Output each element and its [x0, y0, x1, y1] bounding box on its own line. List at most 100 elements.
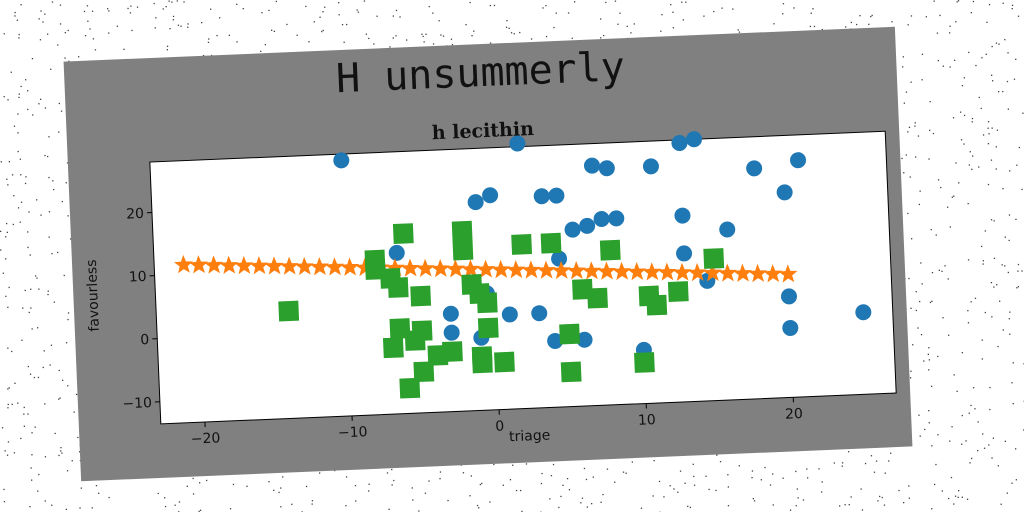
- scatter-point-circle: [579, 217, 596, 234]
- scatter-point-star: [491, 259, 511, 279]
- scatter-point-star: [264, 256, 284, 275]
- scatter-point-square: [646, 294, 668, 316]
- scatter-point-star: [476, 259, 496, 278]
- scatter-point-square: [382, 337, 404, 359]
- scatter-point-star: [733, 263, 753, 282]
- scatter-point-star: [415, 258, 435, 278]
- scatter-point-square: [471, 352, 493, 374]
- x-tick-label: −10: [338, 424, 368, 441]
- scatter-point-square: [452, 239, 474, 261]
- scatter-point-star: [763, 264, 783, 283]
- scatter-point-star: [672, 262, 692, 282]
- scatter-point-circle: [593, 210, 610, 227]
- scatter-point-star: [778, 264, 798, 283]
- scatter-point-circle: [388, 244, 405, 261]
- scatter-point-circle: [598, 160, 615, 177]
- scatter-point-circle: [790, 152, 807, 169]
- x-tick-label: 20: [785, 406, 803, 423]
- scatter-point-star: [173, 254, 194, 274]
- scatter-point-square: [560, 361, 582, 383]
- scatter-point-square: [703, 248, 725, 269]
- scatter-point-circle: [443, 324, 460, 341]
- scatter-point-circle: [564, 221, 581, 238]
- scatter-point-circle: [719, 221, 736, 238]
- scatter-point-circle: [855, 304, 872, 321]
- scatter-point-star: [400, 258, 420, 277]
- scatter-point-star: [430, 258, 450, 278]
- scatter-point-star: [536, 260, 556, 279]
- scatter-point-circle: [781, 288, 798, 305]
- scatter-point-circle: [782, 319, 799, 336]
- scatter-point-circle: [442, 305, 459, 322]
- scatter-point-circle: [671, 135, 688, 152]
- scatter-point-circle: [482, 187, 499, 204]
- scatter-point-star: [687, 262, 707, 282]
- scatter-point-circle: [576, 331, 593, 348]
- scatter-point-circle: [501, 306, 518, 323]
- scatter-point-star: [445, 259, 465, 278]
- scatter-point-circle: [746, 160, 763, 177]
- scatter-point-square: [392, 223, 414, 245]
- scatter-point-star: [325, 257, 345, 276]
- scatter-point-star: [566, 261, 586, 280]
- scatter-point-square: [387, 277, 409, 298]
- scatter-point-square: [587, 287, 608, 309]
- scatter-point-star: [234, 255, 254, 275]
- scatter-point-square: [404, 330, 426, 351]
- scatter-point-square: [413, 361, 435, 383]
- x-tick-label: −20: [191, 430, 221, 447]
- scatter-point-star: [612, 261, 632, 281]
- scatter-point-star: [702, 263, 722, 282]
- scatter-point-circle: [551, 250, 568, 267]
- scatter-point-star: [461, 259, 481, 278]
- scatter-point-square: [278, 300, 300, 322]
- scatter-point-circle: [333, 152, 350, 169]
- scatter-point-square: [667, 281, 689, 302]
- scatter-point-star: [340, 257, 360, 276]
- scatter-point-circle: [548, 187, 565, 204]
- y-tick-label: −10: [122, 395, 152, 412]
- scatter-point-star: [551, 260, 571, 280]
- scatter-point-square: [477, 317, 499, 339]
- scatter-point-star: [219, 255, 239, 274]
- scatter-point-square: [599, 239, 621, 261]
- scatter-point-circle: [533, 188, 550, 205]
- scatter-point-star: [748, 263, 768, 283]
- scatter-point-circle: [686, 131, 703, 148]
- scatter-point-circle: [674, 207, 691, 224]
- scatter-point-star: [642, 262, 662, 281]
- y-axis-label: favourless: [84, 259, 103, 332]
- scatter-point-square: [410, 285, 432, 307]
- scatter-point-circle: [547, 332, 564, 349]
- figure-panel: H unsummerly h lecithin −20 −10 0 10 20 −10 0 1…: [63, 26, 913, 482]
- scatter-point-star: [204, 255, 224, 274]
- chart-ticks: −20 −10 0 10 20 −10 0 10 20: [122, 206, 803, 448]
- scatter-point-star: [294, 256, 314, 276]
- scatter-point-square: [540, 232, 562, 254]
- scatter-point-star: [582, 261, 602, 280]
- y-tick-label: 20: [126, 206, 144, 223]
- y-tick-label: 0: [140, 332, 150, 348]
- x-axis-label: triage: [509, 428, 551, 446]
- scatter-point-square: [427, 344, 449, 366]
- scatter-point-star: [249, 256, 269, 275]
- y-tick-label: 10: [129, 269, 147, 286]
- scatter-point-square: [476, 292, 498, 314]
- scatter-point-star: [279, 256, 299, 275]
- scatter-point-star: [521, 260, 541, 279]
- scatter-point-star: [657, 262, 677, 281]
- chart-marks: [173, 131, 872, 399]
- scatter-point-square: [559, 323, 580, 345]
- scatter-point-circle: [583, 157, 600, 174]
- scatter-point-circle: [467, 194, 484, 211]
- scatter-point-circle: [776, 184, 793, 201]
- scatter-point-star: [506, 260, 526, 279]
- scatter-point-circle: [608, 210, 625, 227]
- scatter-point-star: [309, 257, 330, 276]
- scatter-point-square: [634, 352, 655, 373]
- scatter-point-circle: [676, 245, 693, 262]
- x-tick-label: 0: [495, 418, 505, 434]
- scatter-point-square: [494, 351, 515, 373]
- scatter-point-star: [718, 263, 738, 282]
- scatter-point-circle: [509, 135, 526, 152]
